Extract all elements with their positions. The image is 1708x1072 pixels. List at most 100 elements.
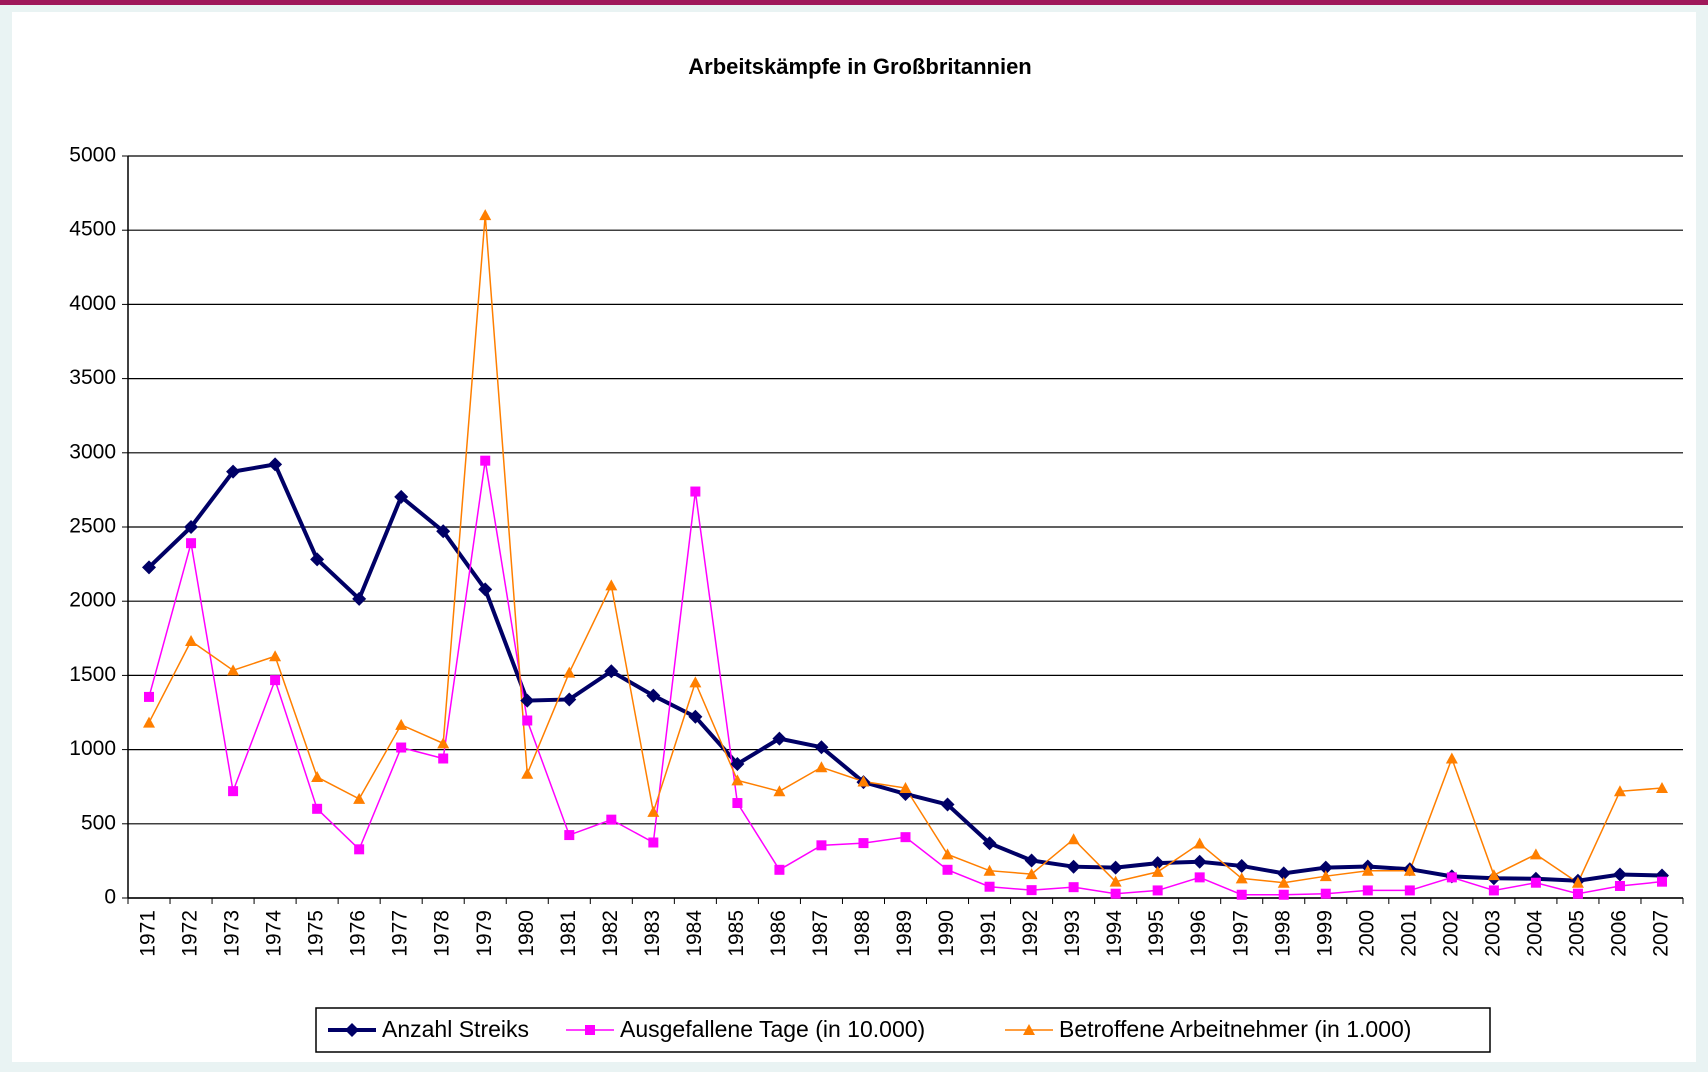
- point: [1445, 752, 1458, 764]
- point: [1403, 864, 1416, 876]
- point: [1150, 856, 1165, 871]
- point: [647, 805, 660, 817]
- point: [1488, 885, 1499, 896]
- point: [1193, 837, 1206, 849]
- point: [941, 848, 954, 860]
- x-tick-label: 1972: [179, 910, 202, 957]
- point: [942, 864, 953, 875]
- point: [1656, 876, 1667, 887]
- point: [1318, 860, 1333, 875]
- point: [1236, 889, 1247, 900]
- point: [1530, 877, 1541, 888]
- y-tick-label: 3500: [69, 366, 116, 389]
- x-tick-label: 2000: [1355, 910, 1378, 957]
- point: [354, 844, 365, 855]
- point: [563, 666, 576, 678]
- point: [144, 691, 155, 702]
- point: [185, 634, 198, 646]
- x-tick-label: 1986: [767, 910, 790, 957]
- point: [1572, 888, 1583, 899]
- point: [1108, 860, 1123, 875]
- point: [1235, 872, 1248, 884]
- point: [479, 209, 492, 221]
- x-tick-label: 2003: [1481, 910, 1504, 957]
- point: [311, 771, 324, 783]
- x-tick-label: 1981: [557, 910, 580, 957]
- y-tick-label: 0: [104, 886, 116, 909]
- x-tick-label: 2006: [1608, 910, 1631, 957]
- x-tick-label: 1987: [809, 910, 832, 957]
- y-tick-label: 1500: [69, 663, 116, 686]
- legend-label: Ausgefallene Tage (in 10.000): [620, 1016, 925, 1042]
- x-tick-label: 1989: [893, 910, 916, 957]
- point: [227, 664, 240, 676]
- point: [522, 715, 533, 726]
- point: [269, 650, 282, 662]
- point: [226, 464, 241, 479]
- point: [814, 740, 829, 755]
- point: [310, 552, 325, 567]
- legend: [315, 1007, 1491, 1053]
- point: [1110, 888, 1121, 899]
- point: [1024, 853, 1039, 868]
- point: [1109, 875, 1122, 887]
- point: [858, 838, 869, 849]
- top-border: [0, 0, 1708, 5]
- legend-marker: [585, 1025, 595, 1035]
- point: [689, 676, 702, 688]
- point: [1068, 882, 1079, 893]
- point: [436, 524, 451, 539]
- point: [352, 591, 367, 606]
- point: [648, 837, 659, 848]
- point: [1362, 885, 1373, 896]
- point: [1194, 872, 1205, 883]
- chart-title: Arbeitskämpfe in Großbritannien: [688, 54, 1032, 79]
- legend-marker: [1023, 1024, 1035, 1035]
- point: [228, 786, 239, 797]
- point: [1613, 785, 1626, 797]
- y-tick-label: 4500: [69, 218, 116, 241]
- point: [312, 803, 323, 814]
- point: [564, 830, 575, 841]
- point: [1361, 864, 1374, 876]
- point: [1026, 885, 1037, 896]
- y-tick-label: 500: [81, 811, 116, 834]
- x-tick-label: 1996: [1187, 910, 1210, 957]
- point: [940, 797, 955, 812]
- point: [732, 798, 743, 809]
- x-tick-label: 1975: [305, 910, 328, 957]
- x-tick-label: 1973: [221, 910, 244, 957]
- x-tick-label: 1997: [1229, 910, 1252, 957]
- x-tick-label: 1991: [977, 910, 1000, 957]
- point: [730, 756, 745, 771]
- point: [353, 792, 366, 804]
- x-tick-label: 1971: [137, 910, 160, 957]
- y-tick-label: 4000: [69, 292, 116, 315]
- y-tick-label: 2500: [69, 515, 116, 538]
- x-tick-label: 1994: [1103, 910, 1126, 957]
- y-tick-label: 3000: [69, 440, 116, 463]
- point: [1320, 888, 1331, 899]
- point: [1276, 866, 1291, 881]
- point: [268, 457, 283, 472]
- point: [1277, 876, 1290, 888]
- point: [1571, 876, 1584, 888]
- y-tick-label: 1000: [69, 737, 116, 760]
- point: [899, 782, 912, 794]
- point: [521, 767, 534, 779]
- x-tick-label: 1982: [599, 910, 622, 957]
- x-tick-label: 1988: [851, 910, 874, 957]
- point: [480, 455, 491, 466]
- point: [984, 881, 995, 892]
- point: [270, 675, 281, 686]
- x-tick-label: 2004: [1523, 910, 1546, 957]
- point: [1025, 868, 1038, 880]
- x-tick-label: 2007: [1650, 910, 1673, 957]
- point: [604, 664, 619, 679]
- point: [1614, 880, 1625, 891]
- point: [1067, 833, 1080, 845]
- y-tick-label: 5000: [69, 144, 116, 167]
- point: [815, 761, 828, 773]
- point: [646, 688, 661, 703]
